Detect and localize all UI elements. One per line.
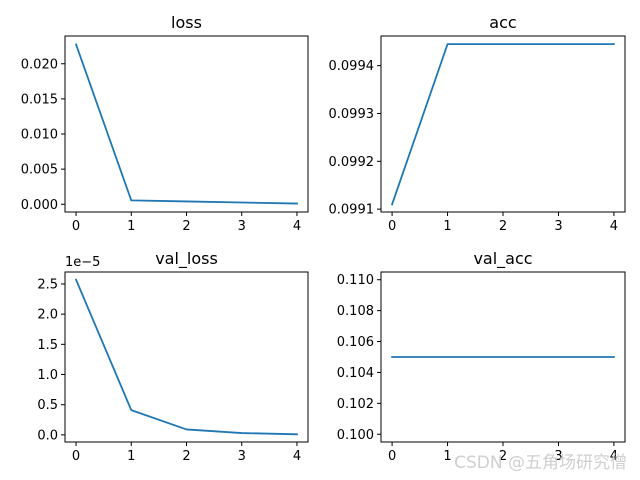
chart-title: loss <box>171 13 202 32</box>
y-tick-label: 0.106 <box>337 335 374 350</box>
x-tick-label: 1 <box>127 449 135 464</box>
subplot-loss: loss 0 1 2 3 4 0.000 0.005 0.010 0.015 0.020 <box>21 13 309 234</box>
y-tick-label: 0.020 <box>21 57 58 72</box>
x-tick-label: 3 <box>554 219 562 234</box>
x-tick-label: 0 <box>72 219 80 234</box>
y-tick-label: 0.108 <box>337 304 374 319</box>
x-tick-label: 0 <box>72 449 80 464</box>
chart-title: val_loss <box>155 249 218 269</box>
series-line <box>74 43 298 205</box>
x-tick-label: 4 <box>610 219 618 234</box>
y-tick-label: 2.5 <box>37 277 58 292</box>
y-tick-label: 0.0 <box>37 428 58 443</box>
subplot-acc: acc 0 1 2 3 4 0.0991 0.0992 0.0993 0.0994 <box>329 13 626 234</box>
series-line <box>74 278 298 436</box>
subplot-val-acc: val_acc 0 1 2 3 4 0.100 0.102 0.104 0.106 0.108 0.1… <box>337 249 626 464</box>
x-tick-label: 2 <box>182 449 190 464</box>
series-line <box>390 43 615 206</box>
x-tick-label: 4 <box>610 449 618 464</box>
x-tick-label: 0 <box>388 219 396 234</box>
chart-title: val_acc <box>473 249 532 269</box>
x-tick-label: 1 <box>127 219 135 234</box>
subplot-val-loss: val_loss 0 1 2 3 4 0.0 0.5 1.0 1.5 2.0 2.5 1e−5 <box>37 249 309 464</box>
x-tick-label: 2 <box>499 219 507 234</box>
y-tick-label: 0.015 <box>21 92 58 107</box>
y-tick-label: 0.0991 <box>329 203 375 218</box>
x-tick-label: 4 <box>293 449 301 464</box>
axes-frame <box>64 271 309 443</box>
y-tick-label: 0.110 <box>337 273 374 288</box>
y-tick-label: 0.005 <box>21 163 58 178</box>
y-tick-label: 0.0993 <box>329 107 375 122</box>
x-tick-label: 2 <box>499 449 507 464</box>
x-tick-label: 4 <box>293 219 301 234</box>
y-tick-label: 0.100 <box>337 428 374 443</box>
x-tick-label: 0 <box>388 449 396 464</box>
x-tick-label: 3 <box>554 449 562 464</box>
y-tick-label: 0.0994 <box>329 59 375 74</box>
y-tick-label: 2.0 <box>37 308 58 323</box>
y-tick-label: 0.104 <box>337 366 374 381</box>
y-tick-label: 0.0992 <box>329 155 375 170</box>
axes-frame <box>380 35 626 213</box>
x-tick-label: 2 <box>182 219 190 234</box>
y-tick-label: 0.5 <box>37 398 58 413</box>
y-tick-label: 0.010 <box>21 128 58 143</box>
x-tick-label: 1 <box>443 449 451 464</box>
y-tick-label: 0.102 <box>337 397 374 412</box>
y-offset-label: 1e−5 <box>65 255 100 270</box>
watermark-text: CSDN @五角场研究僧 <box>454 453 627 473</box>
y-tick-label: 1.0 <box>37 368 58 383</box>
chart-title: acc <box>489 13 516 32</box>
x-tick-label: 1 <box>443 219 451 234</box>
x-tick-label: 3 <box>238 449 246 464</box>
y-tick-label: 0.000 <box>21 198 58 213</box>
y-tick-label: 1.5 <box>37 338 58 353</box>
axes-frame <box>64 35 309 213</box>
x-tick-label: 3 <box>238 219 246 234</box>
